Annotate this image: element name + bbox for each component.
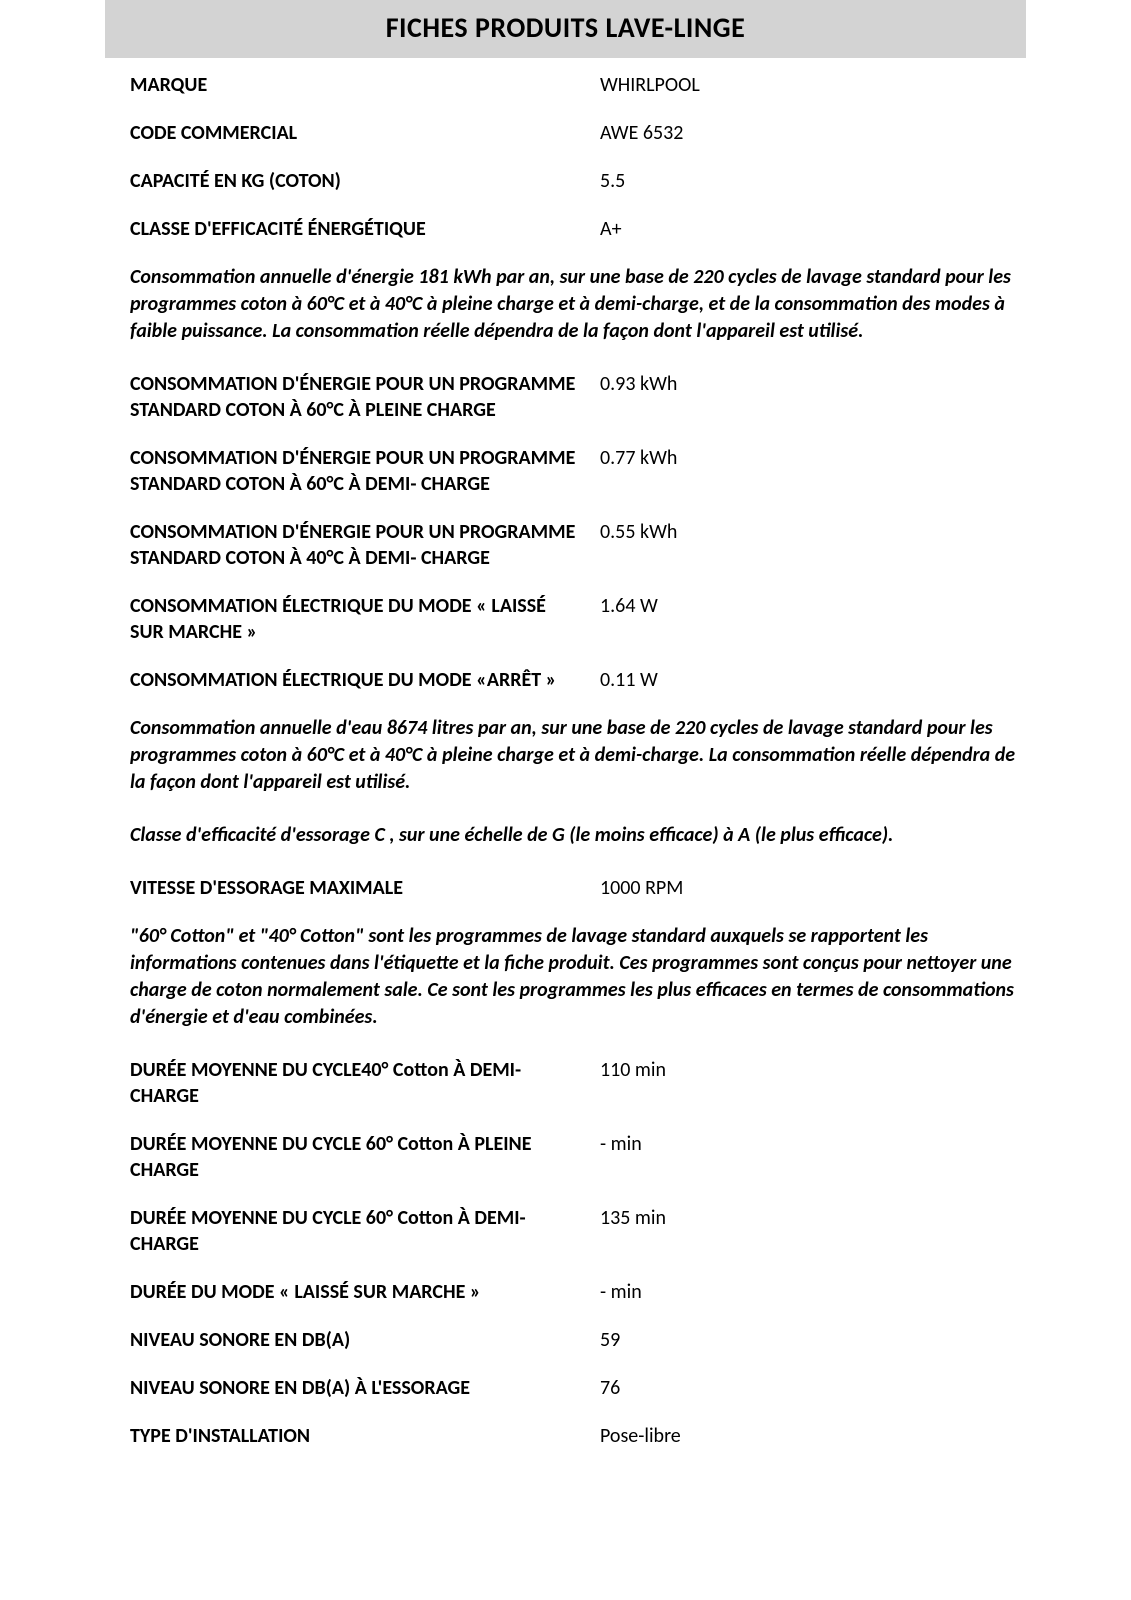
value: - min (600, 1279, 1026, 1305)
row-noise-spin: NIVEAU SONORE EN DB(A) À L'ESSORAGE 76 (130, 1375, 1026, 1401)
note-annual-water: Consommation annuelle d'eau 8674 litres … (130, 715, 1026, 796)
note-spin-class: Classe d'efficacité d'essorage C , sur u… (130, 822, 1026, 849)
value: 0.11 W (600, 667, 1026, 693)
label: CONSOMMATION ÉLECTRIQUE DU MODE «ARRÊT » (130, 667, 600, 693)
value: 1.64 W (600, 593, 1026, 645)
value: 0.77 kWh (600, 445, 1026, 497)
section-spin: VITESSE D'ESSORAGE MAXIMALE 1000 RPM (130, 875, 1026, 901)
label: CAPACITÉ EN KG (COTON) (130, 168, 600, 194)
content-area: MARQUE WHIRLPOOL CODE COMMERCIAL AWE 653… (130, 72, 1026, 1449)
value: 110 min (600, 1057, 1026, 1109)
row-energy-60-full: CONSOMMATION D'ÉNERGIE POUR UN PROGRAMME… (130, 371, 1026, 423)
section-identity: MARQUE WHIRLPOOL CODE COMMERCIAL AWE 653… (130, 72, 1026, 242)
value: 0.55 kWh (600, 519, 1026, 571)
row-left-on-duration: DURÉE DU MODE « LAISSÉ SUR MARCHE » - mi… (130, 1279, 1026, 1305)
value: WHIRLPOOL (600, 72, 1026, 98)
row-noise-wash: NIVEAU SONORE EN DB(A) 59 (130, 1327, 1026, 1353)
label: NIVEAU SONORE EN DB(A) À L'ESSORAGE (130, 1375, 600, 1401)
row-code: CODE COMMERCIAL AWE 6532 (130, 120, 1026, 146)
row-brand: MARQUE WHIRLPOOL (130, 72, 1026, 98)
label: NIVEAU SONORE EN DB(A) (130, 1327, 600, 1353)
value: 135 min (600, 1205, 1026, 1257)
label: DURÉE MOYENNE DU CYCLE40° Cotton À DEMI-… (130, 1057, 600, 1109)
section-energy: CONSOMMATION D'ÉNERGIE POUR UN PROGRAMME… (130, 371, 1026, 693)
page-title: FICHES PRODUITS LAVE-LINGE (105, 10, 1026, 46)
row-energy-40-half: CONSOMMATION D'ÉNERGIE POUR UN PROGRAMME… (130, 519, 1026, 571)
label: DURÉE DU MODE « LAISSÉ SUR MARCHE » (130, 1279, 600, 1305)
label: CONSOMMATION D'ÉNERGIE POUR UN PROGRAMME… (130, 445, 600, 497)
value: 1000 RPM (600, 875, 1026, 901)
label: VITESSE D'ESSORAGE MAXIMALE (130, 875, 600, 901)
row-duration-60-half: DURÉE MOYENNE DU CYCLE 60° Cotton À DEMI… (130, 1205, 1026, 1257)
value: A+ (600, 216, 1026, 242)
row-energy-class: CLASSE D'EFFICACITÉ ÉNERGÉTIQUE A+ (130, 216, 1026, 242)
row-power-off: CONSOMMATION ÉLECTRIQUE DU MODE «ARRÊT »… (130, 667, 1026, 693)
label: TYPE D'INSTALLATION (130, 1423, 600, 1449)
note-standard-programs: "60° Cotton" et "40° Cotton" sont les pr… (130, 923, 1026, 1031)
value: AWE 6532 (600, 120, 1026, 146)
label: DURÉE MOYENNE DU CYCLE 60° Cotton À PLEI… (130, 1131, 600, 1183)
value: 59 (600, 1327, 1026, 1353)
row-duration-60-full: DURÉE MOYENNE DU CYCLE 60° Cotton À PLEI… (130, 1131, 1026, 1183)
label: CONSOMMATION D'ÉNERGIE POUR UN PROGRAMME… (130, 519, 600, 571)
label: MARQUE (130, 72, 600, 98)
row-capacity: CAPACITÉ EN KG (COTON) 5.5 (130, 168, 1026, 194)
value: 0.93 kWh (600, 371, 1026, 423)
note-annual-energy: Consommation annuelle d'énergie 181 kWh … (130, 264, 1026, 345)
label: CODE COMMERCIAL (130, 120, 600, 146)
label: CONSOMMATION ÉLECTRIQUE DU MODE « LAISSÉ… (130, 593, 600, 645)
label: CLASSE D'EFFICACITÉ ÉNERGÉTIQUE (130, 216, 600, 242)
value: - min (600, 1131, 1026, 1183)
row-install-type: TYPE D'INSTALLATION Pose-libre (130, 1423, 1026, 1449)
row-energy-60-half: CONSOMMATION D'ÉNERGIE POUR UN PROGRAMME… (130, 445, 1026, 497)
section-durations: DURÉE MOYENNE DU CYCLE40° Cotton À DEMI-… (130, 1057, 1026, 1449)
row-max-spin: VITESSE D'ESSORAGE MAXIMALE 1000 RPM (130, 875, 1026, 901)
page-header: FICHES PRODUITS LAVE-LINGE (105, 0, 1026, 58)
label: CONSOMMATION D'ÉNERGIE POUR UN PROGRAMME… (130, 371, 600, 423)
label: DURÉE MOYENNE DU CYCLE 60° Cotton À DEMI… (130, 1205, 600, 1257)
value: 76 (600, 1375, 1026, 1401)
value: 5.5 (600, 168, 1026, 194)
product-sheet: FICHES PRODUITS LAVE-LINGE MARQUE WHIRLP… (0, 0, 1131, 1449)
row-power-left-on: CONSOMMATION ÉLECTRIQUE DU MODE « LAISSÉ… (130, 593, 1026, 645)
row-duration-40-half: DURÉE MOYENNE DU CYCLE40° Cotton À DEMI-… (130, 1057, 1026, 1109)
value: Pose-libre (600, 1423, 1026, 1449)
